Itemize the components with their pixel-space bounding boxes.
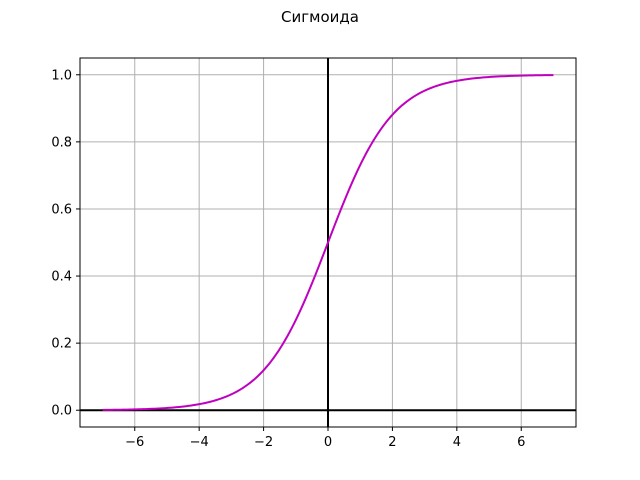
y-tick-label: 0.6 — [51, 202, 72, 217]
x-tick-label: 0 — [324, 435, 332, 450]
x-tick-label: −6 — [125, 435, 144, 450]
y-tick-label: 0.0 — [51, 404, 72, 419]
y-tick-label: 0.4 — [51, 270, 72, 285]
x-tick-label: 6 — [517, 435, 525, 450]
y-tick-label: 1.0 — [51, 68, 72, 83]
series-layer — [102, 74, 554, 411]
x-axis: −6 −4 −2 0 2 4 6 — [125, 427, 525, 450]
x-tick-label: 4 — [453, 435, 461, 450]
y-tick-label: 0.8 — [51, 135, 72, 150]
x-tick-label: −2 — [254, 435, 273, 450]
x-tick-label: −4 — [190, 435, 209, 450]
y-axis: 0.0 0.2 0.4 0.6 0.8 1.0 — [51, 68, 80, 419]
sigmoid-line — [102, 74, 554, 411]
x-tick-label: 2 — [388, 435, 396, 450]
chart-title: Сигмоида — [281, 8, 359, 26]
y-tick-label: 0.2 — [51, 337, 72, 352]
